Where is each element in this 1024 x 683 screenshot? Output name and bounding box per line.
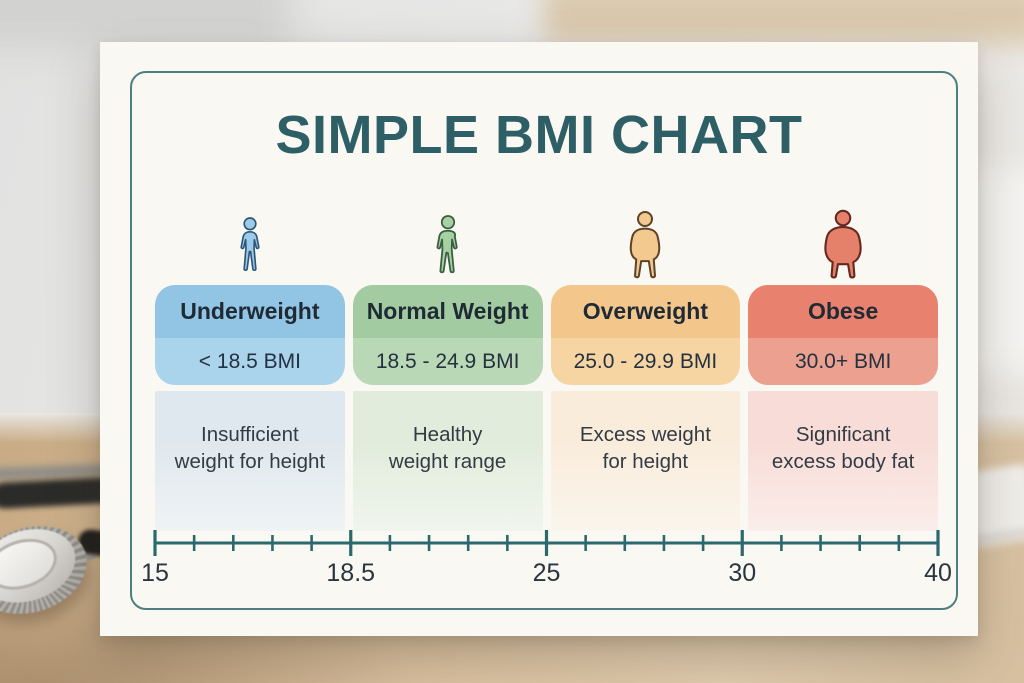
category-description: Significant excess body fat: [771, 423, 915, 473]
svg-text:25: 25: [533, 559, 561, 587]
category-header-card: Overweight 25.0 - 29.9 BMI: [550, 285, 741, 385]
normal-weight-person-icon: [436, 215, 458, 274]
background-beige-blur: [544, 0, 1024, 44]
category-bmi-range: 30.0+ BMI: [748, 338, 938, 385]
bmi-column-normal-weight: Normal Weight 18.5 - 24.9 BMI Healthy we…: [352, 205, 543, 531]
bmi-column-overweight: Overweight 25.0 - 29.9 BMI Excess weight…: [550, 205, 741, 531]
category-name: Underweight: [155, 285, 345, 338]
category-description-panel: Insufficient weight for height: [155, 391, 345, 531]
page-title: SIMPLE BMI CHART: [275, 105, 803, 165]
category-bmi-range: 18.5 - 24.9 BMI: [352, 338, 543, 385]
bmi-categories: Underweight < 18.5 BMI Insufficient weig…: [155, 205, 938, 531]
svg-text:30: 30: [728, 559, 756, 587]
category-name: Normal Weight: [352, 285, 543, 338]
category-bmi-range: 25.0 - 29.9 BMI: [550, 338, 741, 385]
category-description-panel: Significant excess body fat: [748, 391, 938, 531]
background-shelf-blur: [0, 0, 290, 50]
svg-text:18.5: 18.5: [326, 559, 375, 587]
category-description-panel: Healthy weight range: [352, 391, 543, 531]
card-border-frame: [130, 71, 958, 610]
bmi-column-underweight: Underweight < 18.5 BMI Insufficient weig…: [155, 205, 345, 531]
category-bmi-range: < 18.5 BMI: [155, 338, 345, 385]
svg-text:15: 15: [141, 559, 169, 587]
category-name: Overweight: [550, 285, 741, 338]
underweight-person-icon: [240, 217, 260, 272]
category-description: Insufficient weight for height: [174, 423, 326, 473]
bmi-chart-card: SIMPLE BMI CHART Underweight < 18.5 BMI …: [100, 42, 978, 636]
obese-person-icon: [824, 209, 862, 279]
bmi-scale-axis: 15 18.5 25 30 40: [125, 526, 968, 587]
bmi-column-obese: Obese 30.0+ BMI Significant excess body …: [748, 205, 938, 531]
category-name: Obese: [748, 285, 938, 338]
category-description: Excess weight for height: [579, 423, 711, 473]
category-header-card: Normal Weight 18.5 - 24.9 BMI: [352, 285, 543, 385]
category-description: Healthy weight range: [388, 423, 507, 473]
svg-text:40: 40: [924, 559, 952, 587]
category-header-card: Underweight < 18.5 BMI: [155, 285, 345, 385]
category-header-card: Obese 30.0+ BMI: [748, 285, 938, 385]
category-description-panel: Excess weight for height: [550, 391, 741, 531]
overweight-person-icon: [630, 210, 661, 279]
